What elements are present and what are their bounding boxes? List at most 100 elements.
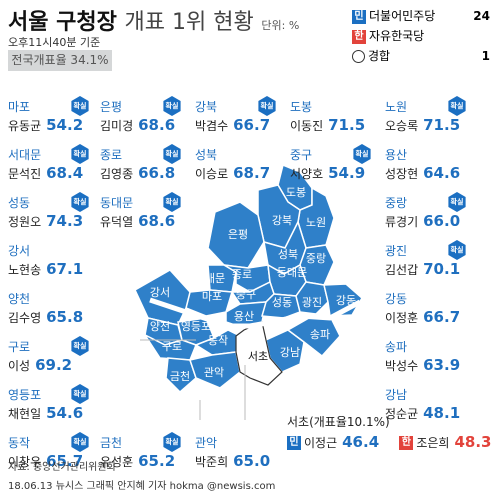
seocho-lib-pct: 48.3 [454, 433, 492, 451]
district-result: 광진 김선갑 70.1 확실 [385, 240, 473, 278]
confirmed-badge-icon: 확실 [448, 240, 466, 260]
map-seodaemun [207, 264, 237, 293]
confirmed-badge-icon: 확실 [163, 96, 181, 116]
district-result: 중구 서양호 54.9 확실 [290, 144, 378, 182]
district-name: 금천 [100, 436, 123, 450]
district-name: 서대문 [8, 148, 42, 162]
dem-badge: 민 [287, 435, 301, 450]
district-result: 마포 유동균 54.2 확실 [8, 96, 96, 134]
confirmed-badge-icon: 확실 [353, 144, 371, 164]
credit-line: 18.06.13 뉴시스 그래픽 안지혜 기자 hokma @newsis.co… [8, 481, 276, 492]
vote-percent: 71.5 [328, 116, 366, 134]
candidate-name: 류경기 [385, 215, 419, 229]
district-name: 송파 [385, 340, 408, 354]
map-label: 금천 [170, 369, 190, 383]
map-label: 양천 [150, 319, 170, 333]
map-label: 성동 [272, 296, 292, 309]
district-name: 마포 [8, 100, 31, 114]
vote-percent: 65.8 [46, 308, 84, 326]
district-result: 동대문 유덕열 68.6 확실 [100, 192, 188, 230]
vote-percent: 54.2 [46, 116, 84, 134]
map-label: 종로 [232, 268, 252, 281]
district-name: 관악 [195, 436, 218, 450]
candidate-name: 성장현 [385, 167, 419, 181]
vote-percent: 63.9 [423, 356, 461, 374]
vote-percent: 65.0 [233, 452, 271, 470]
candidate-name: 김미경 [100, 119, 134, 133]
confirmed-badge-icon: 확실 [448, 96, 466, 116]
map-label: 노원 [306, 216, 326, 229]
vote-percent: 54.9 [328, 164, 366, 182]
unit-label: 단위: % [261, 19, 300, 32]
district-name: 강북 [195, 100, 218, 114]
tossup-circle-icon [352, 50, 365, 63]
district-result: 영등포 채현일 54.6 확실 [8, 384, 96, 422]
district-result: 서대문 문석진 68.4 확실 [8, 144, 96, 182]
map-label: 강서 [150, 286, 170, 299]
seocho-title: 서초(개표율10.1%) [287, 415, 390, 429]
vote-percent: 66.7 [233, 116, 271, 134]
map-label: 중구 [236, 288, 256, 301]
map-label: 서대문 [195, 272, 225, 285]
map-label: 강남 [280, 346, 300, 359]
district-result: 강동 이정훈 66.7 [385, 290, 473, 326]
vote-percent: 71.5 [423, 116, 461, 134]
legend-dem: 민 더불어민주당 24 [352, 6, 494, 26]
candidate-name: 이승로 [195, 167, 229, 181]
map-label: 은평 [228, 228, 248, 241]
vote-percent: 68.6 [138, 116, 176, 134]
map-label: 광진 [302, 296, 322, 309]
map-songpa [286, 313, 341, 358]
district-name: 노원 [385, 100, 408, 114]
dem-badge: 민 [352, 9, 366, 24]
district-name: 양천 [8, 292, 31, 306]
district-result: 용산 성장현 64.6 [385, 146, 473, 182]
district-result: 동작 이창우 65.7 확실 [8, 432, 96, 470]
legend-party: 더불어민주당 [369, 9, 436, 23]
vote-percent: 66.7 [423, 308, 461, 326]
legend-count: 24 [473, 9, 490, 23]
map-label: 마포 [202, 290, 222, 303]
seocho-lib-candidate: 조은희 [416, 436, 450, 450]
map-label: 강북 [272, 214, 292, 227]
district-result: 강북 박겸수 66.7 확실 [195, 96, 283, 134]
map-label: 강동 [336, 294, 356, 307]
confirmed-badge-icon: 확실 [71, 192, 89, 212]
vote-percent: 68.4 [46, 164, 84, 182]
map-label: 중랑 [306, 252, 326, 265]
district-name: 영등포 [8, 388, 42, 402]
confirmed-badge-icon: 확실 [71, 384, 89, 404]
district-name: 강동 [385, 292, 408, 306]
map-labels: 도봉 노원 강북 은평 성북 중랑 서대문 종로 동대문 마포 중구 강서 양천… [150, 186, 356, 383]
district-name: 성북 [195, 148, 218, 162]
confirmed-badge-icon: 확실 [71, 336, 89, 356]
district-name: 용산 [385, 148, 408, 162]
lib-badge: 한 [399, 435, 414, 450]
vote-percent: 67.1 [46, 260, 84, 278]
candidate-name: 정순균 [385, 407, 419, 421]
map-eunpyeong [207, 201, 265, 269]
han-river [149, 297, 362, 329]
district-result: 금천 유성훈 65.2 확실 [100, 432, 188, 470]
district-name: 동대문 [100, 196, 134, 210]
map-label: 성북 [278, 248, 298, 261]
confirmed-badge-icon: 확실 [71, 96, 89, 116]
confirmed-badge-icon: 확실 [258, 96, 276, 116]
district-result: 강남 정순균 48.1 [385, 386, 473, 422]
district-name: 성동 [8, 196, 31, 210]
candidate-name: 박성수 [385, 359, 419, 373]
confirmed-badge-icon: 확실 [448, 192, 466, 212]
district-name: 도봉 [290, 100, 313, 114]
candidate-name: 박준희 [195, 455, 229, 469]
district-result: 노원 오승록 71.5 확실 [385, 96, 473, 134]
map-label: 도봉 [286, 186, 306, 199]
legend-lib: 한 자유한국당 [352, 26, 494, 46]
district-result: 성동 정원오 74.3 확실 [8, 192, 96, 230]
district-result: 강서 노현송 67.1 [8, 242, 96, 278]
district-result: 양천 김수영 65.8 [8, 290, 96, 326]
vote-percent: 54.6 [46, 404, 84, 422]
count-rate-badge: 전국개표율 34.1% [8, 50, 112, 71]
